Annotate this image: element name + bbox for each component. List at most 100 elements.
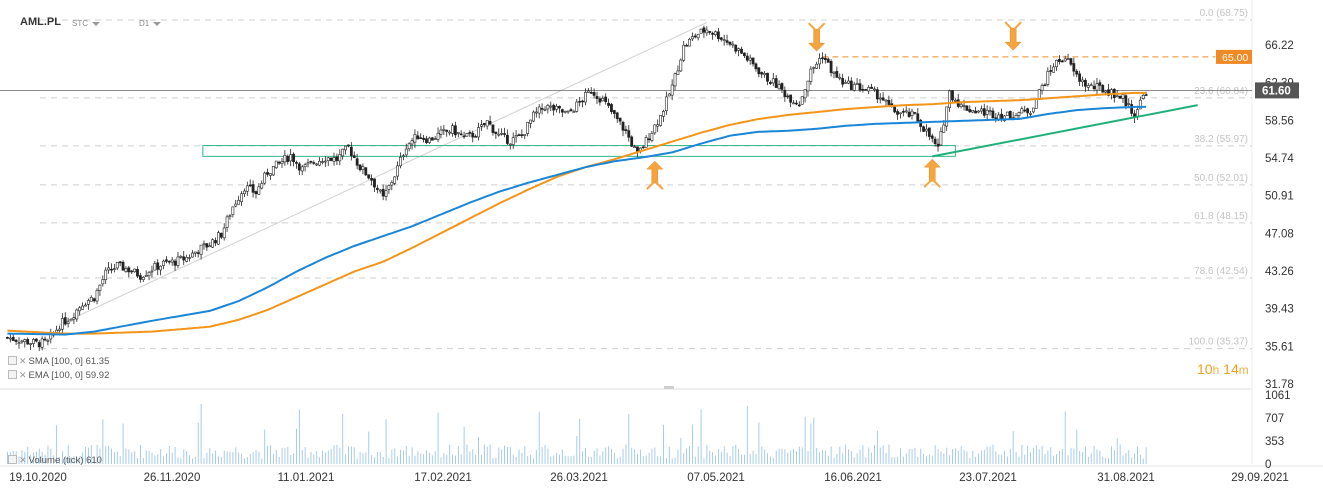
checkbox-icon[interactable] <box>8 455 17 464</box>
candle <box>922 125 925 132</box>
candle-body <box>936 143 940 147</box>
volume-bar <box>151 452 153 464</box>
close-icon[interactable]: ✕ <box>19 356 27 366</box>
candle <box>17 337 21 349</box>
checkbox-icon[interactable] <box>8 370 17 379</box>
candle-body <box>228 215 232 217</box>
candle-body <box>740 48 743 54</box>
candle <box>581 99 584 108</box>
close-icon[interactable]: ✕ <box>19 370 27 380</box>
countdown-hours-unit: h <box>1212 363 1220 377</box>
volume-bar <box>209 448 211 464</box>
checkbox-icon[interactable] <box>8 356 17 365</box>
sma-legend-params: [100, 0] <box>51 356 83 367</box>
candle <box>844 79 847 84</box>
volume-bar <box>622 448 624 464</box>
candle-body <box>130 270 134 273</box>
sma-legend[interactable]: ✕ SMA [100, 0] 61.35 <box>8 356 109 367</box>
candle-body <box>809 68 813 82</box>
volume-bar <box>677 449 679 464</box>
candle <box>514 129 518 143</box>
volume-bar <box>197 422 199 464</box>
volume-bar <box>145 450 147 464</box>
candle <box>610 102 613 115</box>
candle <box>887 95 891 106</box>
candle <box>312 160 316 165</box>
volume-bar <box>576 435 578 464</box>
symbol-label[interactable]: AML.PL <box>20 16 61 28</box>
candle-body <box>427 137 431 143</box>
volume-bar <box>1102 456 1104 464</box>
candle <box>875 86 879 103</box>
volume-bar <box>275 449 277 464</box>
candle-body <box>185 257 189 262</box>
candle-body <box>847 80 850 84</box>
volume-bar <box>33 452 34 464</box>
volume-bar <box>746 405 748 464</box>
volume-bar <box>827 456 829 464</box>
candle <box>867 85 871 95</box>
volume-bar <box>567 456 569 464</box>
countdown-minutes: 14 <box>1223 361 1239 377</box>
volume-bar <box>405 445 407 464</box>
candle <box>598 96 602 106</box>
candle <box>607 98 610 108</box>
candle-body <box>766 72 769 82</box>
volume-bar <box>926 456 927 464</box>
badge-dropdown[interactable]: STC <box>72 19 100 28</box>
volume-bar <box>220 456 222 464</box>
y-tick-label: 58.56 <box>1265 115 1294 127</box>
candle-body <box>685 44 688 47</box>
candle <box>656 119 660 132</box>
candle-body <box>335 156 339 161</box>
candle <box>300 164 304 176</box>
volume-bar <box>868 447 870 464</box>
candle <box>971 110 975 114</box>
interval-label: D1 <box>139 19 150 28</box>
volume-bar <box>995 451 997 464</box>
volume-bar <box>775 450 777 464</box>
volume-bar <box>761 446 763 464</box>
candle-body <box>615 112 619 120</box>
volume-bar <box>787 452 789 464</box>
candle <box>335 153 339 166</box>
candle-body <box>370 178 373 181</box>
candle-body <box>442 129 446 131</box>
volume-bar <box>790 450 792 464</box>
candle-body <box>95 290 99 302</box>
last-price-badge: 61.60 <box>1255 82 1299 99</box>
candle <box>1072 57 1076 77</box>
candle-body <box>500 132 504 135</box>
ema-legend[interactable]: ✕ EMA [100, 0] 59.92 <box>8 370 109 381</box>
candle-body <box>1055 59 1058 68</box>
candle <box>803 89 807 103</box>
panel-resize-handle[interactable] <box>664 386 674 389</box>
candle-body <box>754 63 758 70</box>
candle-body <box>40 338 44 348</box>
candle-body <box>841 78 845 85</box>
candle <box>508 143 512 150</box>
candle <box>1092 80 1096 92</box>
volume-bar <box>189 455 191 464</box>
volume-bar <box>521 452 523 464</box>
candle-body <box>133 268 137 273</box>
volume-legend[interactable]: ✕ Volume (tick) 610 <box>8 455 102 466</box>
volume-bar <box>819 452 821 464</box>
volume-bar <box>631 447 633 464</box>
candle-body <box>792 102 795 105</box>
candle <box>919 118 923 132</box>
candle-body <box>930 135 934 139</box>
candle-body <box>517 134 521 136</box>
candle-body <box>240 193 243 203</box>
interval-dropdown[interactable]: D1 <box>139 19 162 28</box>
candle-body <box>280 161 284 164</box>
candle-body <box>1136 109 1139 117</box>
volume-bar <box>703 458 705 464</box>
volume-bar <box>417 451 419 464</box>
badge-label: STC <box>72 19 88 28</box>
candle <box>361 163 365 175</box>
close-icon[interactable]: ✕ <box>19 455 27 465</box>
candle <box>427 136 431 144</box>
